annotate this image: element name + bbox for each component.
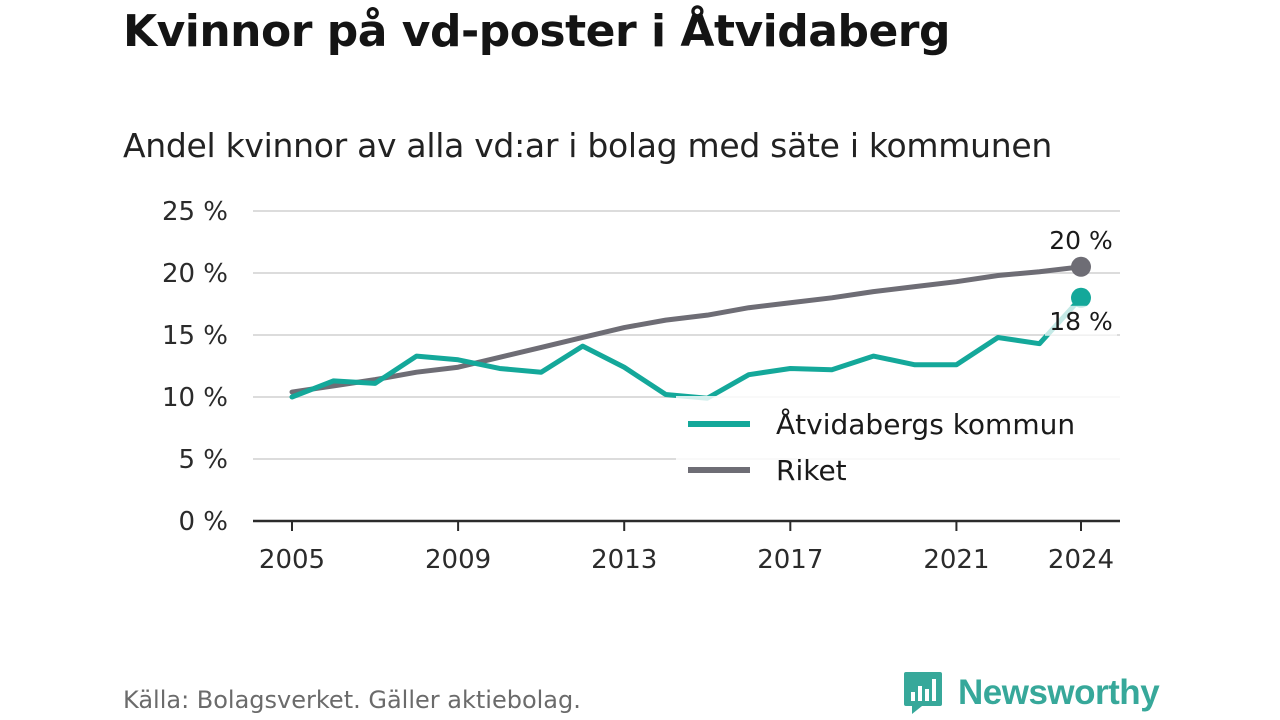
brand-logo: Newsworthy bbox=[902, 670, 1160, 716]
y-tick-label: 25 % bbox=[162, 197, 228, 227]
newsworthy-logo-icon bbox=[904, 672, 942, 714]
chart-title: Kvinnor på vd-poster i Åtvidaberg bbox=[123, 6, 950, 57]
end-label-background bbox=[1045, 305, 1117, 336]
legend-background bbox=[676, 396, 1120, 496]
y-tick-label: 10 % bbox=[162, 383, 228, 413]
legend: Åtvidabergs kommun Riket bbox=[676, 396, 1120, 496]
end-point-marker bbox=[1071, 256, 1091, 277]
x-tick-label: 2024 bbox=[1048, 545, 1114, 575]
y-tick-label: 0 % bbox=[178, 507, 228, 537]
x-tick-label: 2009 bbox=[425, 545, 491, 575]
source-note: Källa: Bolagsverket. Gäller aktiebolag. bbox=[123, 686, 581, 714]
y-tick-label: 20 % bbox=[162, 259, 228, 289]
end-label-riket: 20 % bbox=[1049, 226, 1113, 255]
series-lines: 20 % 18 % bbox=[289, 226, 1117, 401]
axes: 0 % 5 % 10 % 15 % 20 % 25 % 2005 2009 2013 2017 20… bbox=[162, 197, 1120, 575]
series-line-kommun bbox=[289, 295, 1084, 401]
x-tick-label: 2021 bbox=[923, 545, 989, 575]
chart-subtitle: Andel kvinnor av alla vd:ar i bolag med … bbox=[123, 126, 1052, 165]
legend-label: Riket bbox=[776, 454, 847, 487]
end-label-kommun: 18 % bbox=[1049, 307, 1113, 336]
x-tick-label: 2017 bbox=[757, 545, 823, 575]
series-line-riket bbox=[289, 264, 1084, 395]
y-tick-label: 5 % bbox=[178, 445, 228, 475]
y-tick-label: 15 % bbox=[162, 321, 228, 351]
end-point-marker bbox=[1071, 287, 1091, 308]
brand-name: Newsworthy bbox=[958, 673, 1160, 712]
x-tick-label: 2005 bbox=[259, 545, 325, 575]
legend-label: Åtvidabergs kommun bbox=[776, 407, 1075, 441]
x-tick-label: 2013 bbox=[591, 545, 657, 575]
